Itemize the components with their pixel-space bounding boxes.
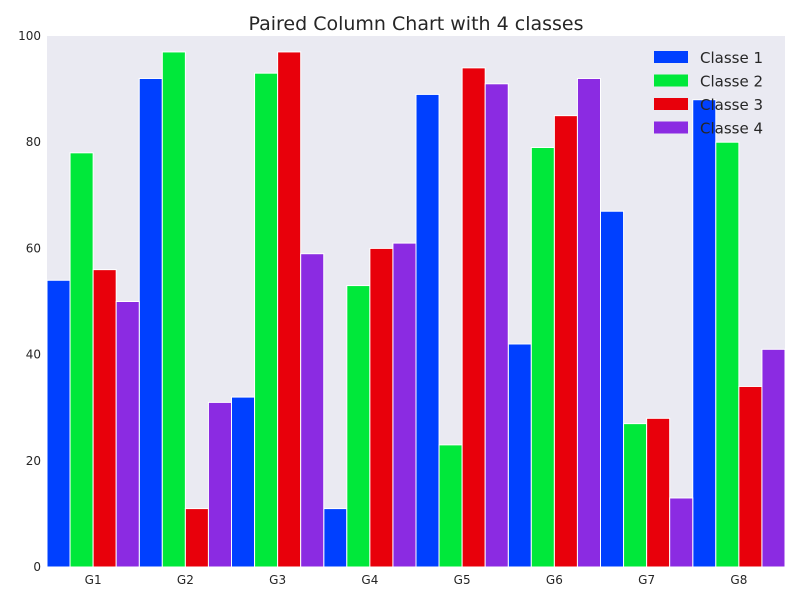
- legend-label: Classe 4: [700, 120, 763, 138]
- bar-classe-2-g7: [623, 423, 648, 568]
- x-tick-label: G3: [269, 573, 286, 587]
- bar-classe-3-g2: [184, 508, 209, 568]
- x-tick-label: G6: [546, 573, 563, 587]
- y-tick-label: 80: [26, 135, 41, 149]
- y-axis: 0 20 40 60 80 100: [18, 29, 41, 574]
- bar-classe-4-g4: [392, 242, 417, 568]
- bar-classe-3-g1: [92, 269, 117, 568]
- bar-classe-3-g3: [277, 51, 302, 568]
- legend-label: Classe 1: [700, 49, 763, 67]
- x-tick-label: G7: [638, 573, 655, 587]
- y-tick-label: 0: [33, 560, 41, 574]
- y-tick-label: 60: [26, 241, 41, 255]
- bar-classe-2-g4: [346, 285, 371, 568]
- y-tick-label: 100: [18, 29, 41, 43]
- bar-classe-4-g6: [576, 77, 601, 568]
- bar-classe-3-g4: [369, 247, 394, 568]
- x-tick-label: G5: [454, 573, 471, 587]
- y-tick-label: 40: [26, 348, 41, 362]
- x-axis: G1 G2 G3 G4 G5 G6 G7 G8: [85, 573, 748, 587]
- legend-swatch: [654, 51, 688, 63]
- bar-classe-4-g5: [484, 83, 509, 568]
- legend-swatch: [654, 74, 688, 87]
- bar-classe-4-g3: [300, 253, 325, 568]
- x-tick-label: G1: [85, 573, 102, 587]
- chart-title: Paired Column Chart with 4 classes: [249, 13, 584, 35]
- legend-label: Classe 2: [700, 73, 763, 91]
- y-tick-label: 20: [26, 454, 41, 468]
- bar-classe-2-g8: [715, 141, 740, 568]
- bar-classe-1-g6: [507, 343, 532, 568]
- bar-classe-2-g3: [254, 72, 279, 568]
- bar-classe-3-g5: [461, 67, 486, 568]
- bar-classe-4-g7: [669, 497, 694, 568]
- bar-classe-3-g7: [646, 417, 671, 568]
- bar-classe-1-g7: [600, 210, 625, 568]
- bar-classe-2-g1: [69, 152, 94, 568]
- bar-classe-1-g3: [231, 396, 256, 568]
- x-tick-label: G4: [361, 573, 378, 587]
- bar-classe-1-g8: [692, 99, 717, 568]
- bar-classe-1-g2: [138, 77, 163, 568]
- bar-classe-1-g4: [323, 508, 348, 568]
- legend: Classe 1 Classe 2 Classe 3 Classe 4: [654, 49, 763, 138]
- bar-classe-3-g6: [553, 115, 578, 568]
- legend-label: Classe 3: [700, 96, 763, 114]
- bar-classe-2-g2: [161, 51, 186, 568]
- bar-classe-2-g5: [438, 444, 463, 568]
- bar-classe-4-g8: [761, 348, 786, 568]
- bars-group: [46, 51, 786, 568]
- legend-swatch: [654, 121, 688, 134]
- legend-swatch: [654, 98, 688, 110]
- bar-classe-3-g8: [738, 385, 763, 568]
- x-tick-label: G8: [730, 573, 747, 587]
- bar-classe-2-g6: [530, 147, 555, 568]
- bar-classe-1-g1: [46, 279, 71, 568]
- x-tick-label: G2: [177, 573, 194, 587]
- bar-classe-4-g1: [115, 301, 140, 568]
- bar-classe-4-g2: [207, 401, 232, 568]
- bar-classe-1-g5: [415, 93, 440, 568]
